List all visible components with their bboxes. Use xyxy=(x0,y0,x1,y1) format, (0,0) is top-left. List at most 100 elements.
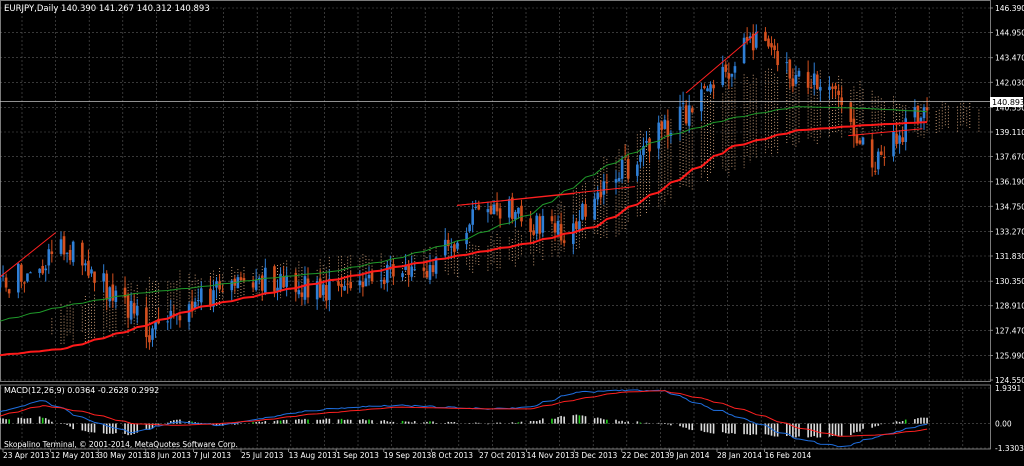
candle-body xyxy=(242,278,246,282)
candle-body xyxy=(251,282,255,288)
trendline xyxy=(456,192,575,206)
candles-layer xyxy=(0,24,929,350)
candle-body xyxy=(236,277,240,289)
candle-body xyxy=(358,280,362,286)
macd-signal-line xyxy=(0,390,928,437)
candle-body xyxy=(465,232,468,245)
candle-body xyxy=(285,275,288,287)
candle-body xyxy=(553,223,557,233)
candle-body xyxy=(584,204,587,217)
candle-body xyxy=(495,202,499,212)
candle-body xyxy=(636,164,639,176)
candle-body xyxy=(382,279,386,284)
trendlines xyxy=(0,31,990,278)
candle-body xyxy=(690,108,694,113)
candle-body xyxy=(556,221,560,235)
candle-body xyxy=(23,282,26,284)
candle-body xyxy=(639,155,642,162)
x-tick-label: 8 Oct 2013 xyxy=(431,451,473,460)
candle-body xyxy=(507,199,511,218)
y-tick-label: 125.990 xyxy=(995,351,1024,360)
candle-body xyxy=(145,307,148,338)
candle-body xyxy=(703,86,706,89)
candle-body xyxy=(849,102,853,123)
candle-body xyxy=(321,284,325,296)
candle-body xyxy=(498,208,502,219)
x-tick-label: 27 Oct 2013 xyxy=(479,451,526,460)
candle-body xyxy=(260,275,264,291)
candle-body xyxy=(834,85,837,90)
candle-body xyxy=(239,277,243,281)
candle-body xyxy=(648,138,651,152)
candle-body xyxy=(767,38,770,47)
candle-body xyxy=(0,277,2,288)
candle-body xyxy=(538,216,542,234)
copyright-text: Skopalino Terminal, © 2001-2014, MetaQuo… xyxy=(4,440,238,449)
candle-body xyxy=(471,209,474,225)
candle-body xyxy=(916,105,920,122)
candle-body xyxy=(925,107,929,111)
y-tick-label: 137.670 xyxy=(995,153,1024,162)
candle-body xyxy=(282,276,285,288)
y-tick-label: 146.390 xyxy=(995,4,1024,13)
candle-body xyxy=(318,278,322,298)
candle-body xyxy=(230,280,234,291)
candle-body xyxy=(297,290,301,295)
candle-body xyxy=(41,265,44,274)
candle-body xyxy=(712,84,715,89)
candle-body xyxy=(212,290,215,307)
candle-body xyxy=(126,294,130,318)
candle-body xyxy=(401,273,404,278)
candle-body xyxy=(370,271,374,282)
candle-body xyxy=(425,270,429,278)
y-tick-label: 128.910 xyxy=(995,302,1024,311)
candle-body xyxy=(407,264,410,275)
candle-body xyxy=(84,263,87,266)
candle-body xyxy=(450,246,453,248)
candle-body xyxy=(404,264,407,270)
candle-body xyxy=(861,137,865,145)
x-tick-label: 7 Jul 2013 xyxy=(193,451,231,460)
candle-body xyxy=(105,273,109,300)
candle-body xyxy=(379,279,383,282)
candle-body xyxy=(132,303,136,314)
x-tick-label: 23 Apr 2013 xyxy=(3,451,50,460)
candle-body xyxy=(919,117,923,122)
candle-body xyxy=(776,51,779,66)
candle-body xyxy=(303,276,307,300)
candle-body xyxy=(71,241,75,263)
chart-title: EURJPY,Daily 140.390 141.267 140.312 140… xyxy=(4,4,210,14)
candle-body xyxy=(129,300,133,320)
y-tick-label: 127.470 xyxy=(995,326,1024,335)
candle-body xyxy=(626,159,630,179)
candle-body xyxy=(892,131,895,157)
current-price-text: 140.893 xyxy=(992,98,1024,107)
candle-body xyxy=(575,221,578,230)
candle-body xyxy=(614,179,618,183)
x-tick-label: 25 Jul 2013 xyxy=(241,451,284,460)
trendline xyxy=(0,232,56,278)
candle-body xyxy=(581,203,584,220)
macd-title: MACD(12,26,9) 0.0364 -0.2628 0.2992 xyxy=(4,386,159,395)
candle-body xyxy=(392,264,395,277)
candle-body xyxy=(193,301,197,309)
candle-body xyxy=(599,191,603,198)
candle-body xyxy=(26,273,29,282)
candle-body xyxy=(209,288,212,307)
x-tick-label: 18 Jun 2013 xyxy=(146,451,191,460)
candle-body xyxy=(883,157,886,159)
candle-body xyxy=(578,221,581,232)
candle-body xyxy=(38,268,41,273)
candle-body xyxy=(785,62,789,64)
x-tick-label: 12 May 2013 xyxy=(51,451,100,460)
candle-body xyxy=(169,310,173,319)
candle-body xyxy=(385,265,389,283)
candle-body xyxy=(221,290,224,292)
candle-body xyxy=(742,37,746,64)
candle-body xyxy=(453,244,456,252)
candle-body xyxy=(754,31,758,48)
candle-body xyxy=(135,305,139,316)
candle-body xyxy=(620,159,624,179)
